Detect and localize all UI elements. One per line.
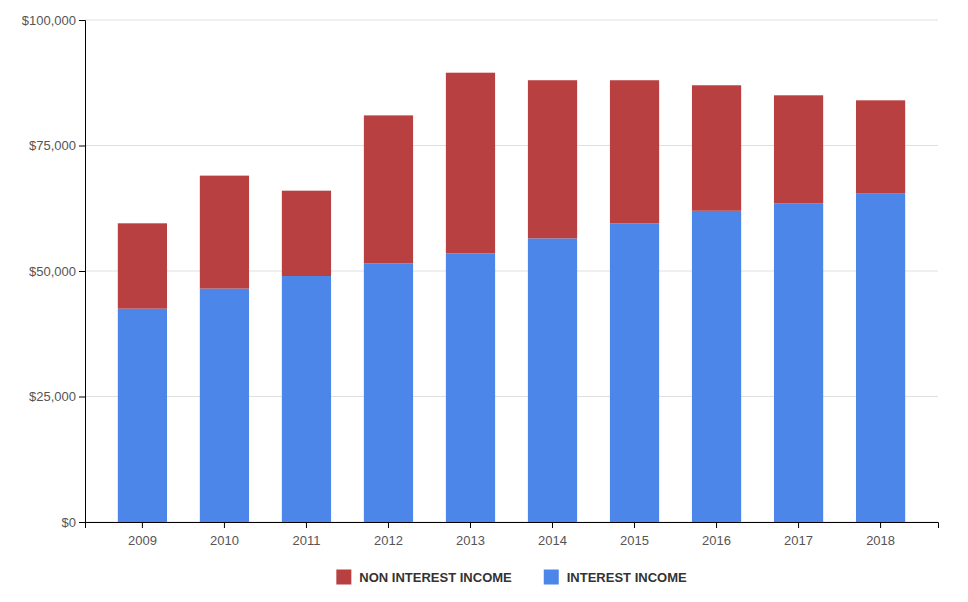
bar [610,223,659,522]
x-tick: 2011 [292,522,320,548]
bar [364,263,413,522]
bar [282,276,331,522]
x-tick-mark [552,522,553,528]
y-tick-mark [79,20,85,21]
x-tick: 2009 [128,522,157,548]
x-tick-label: 2010 [210,533,239,548]
legend-label: INTEREST INCOME [567,570,687,585]
x-axis-line [86,523,939,529]
x-axis: 2009 2010 2011 2012 2013 2014 2015 2016 2017 2018 [86,522,939,548]
x-tick-mark [716,522,717,528]
y-tick-label: $0 [62,515,76,530]
y-tick: $25,000 [29,389,85,404]
chart: 2009 2010 2011 2012 2013 2014 2015 2016 2017 2018… [0,0,968,602]
bar [282,191,331,276]
x-tick: 2014 [538,522,567,548]
bar [610,80,659,223]
grid-line [85,20,938,21]
bar [856,100,905,193]
bar [528,80,577,238]
bar [200,176,249,289]
bar [446,253,495,522]
x-tick: 2018 [866,522,895,548]
x-tick-label: 2016 [702,533,731,548]
x-tick: 2016 [702,522,731,548]
bar [692,211,741,522]
bar [364,115,413,263]
legend: NON INTEREST INCOME INTEREST INCOME [336,570,687,585]
x-tick-label: 2012 [374,533,403,548]
bars [118,73,905,522]
x-tick-mark [880,522,881,528]
y-tick: $0 [62,515,85,530]
bar [774,95,823,203]
x-tick: 2017 [784,522,813,548]
y-tick-mark [79,271,85,272]
bar [856,193,905,522]
y-axis: $0 $25,000 $50,000 $75,000 $100,000 [22,13,86,530]
x-tick-label: 2017 [784,533,813,548]
y-tick-mark [79,146,85,147]
x-tick-mark [798,522,799,528]
y-tick-label: $100,000 [22,13,76,28]
legend-item: NON INTEREST INCOME [336,570,512,585]
x-tick: 2012 [374,522,403,548]
x-tick-mark [634,522,635,528]
x-tick-mark [142,522,143,528]
legend-label: NON INTEREST INCOME [359,570,512,585]
x-tick-label: 2009 [128,533,157,548]
legend-item: INTEREST INCOME [544,570,687,585]
bar [118,223,167,308]
bar [774,203,823,522]
x-tick-label: 2013 [456,533,485,548]
legend-swatch [336,570,351,585]
x-tick-label: 2011 [292,533,320,548]
y-tick-mark [79,397,85,398]
y-tick: $50,000 [29,264,85,279]
x-tick-label: 2014 [538,533,567,548]
x-tick-label: 2018 [866,533,895,548]
x-tick-mark [470,522,471,528]
bar [446,73,495,254]
bar [200,289,249,522]
y-tick: $100,000 [22,13,85,28]
x-tick-mark [306,522,307,528]
x-tick: 2015 [620,522,649,548]
y-axis-line [79,21,86,523]
y-tick-label: $25,000 [29,389,76,404]
y-tick-label: $75,000 [29,138,76,153]
bar [528,238,577,522]
grid [85,20,938,522]
x-tick: 2010 [210,522,239,548]
legend-swatch [544,570,559,585]
y-tick-label: $50,000 [29,264,76,279]
y-tick: $75,000 [29,138,85,153]
x-tick-mark [224,522,225,528]
plot: 2009 2010 2011 2012 2013 2014 2015 2016 2017 2018… [22,13,939,549]
y-tick-mark [79,522,85,523]
bar [692,85,741,211]
bar [118,309,167,522]
x-tick-mark [388,522,389,528]
x-tick-label: 2015 [620,533,649,548]
x-tick: 2013 [456,522,485,548]
